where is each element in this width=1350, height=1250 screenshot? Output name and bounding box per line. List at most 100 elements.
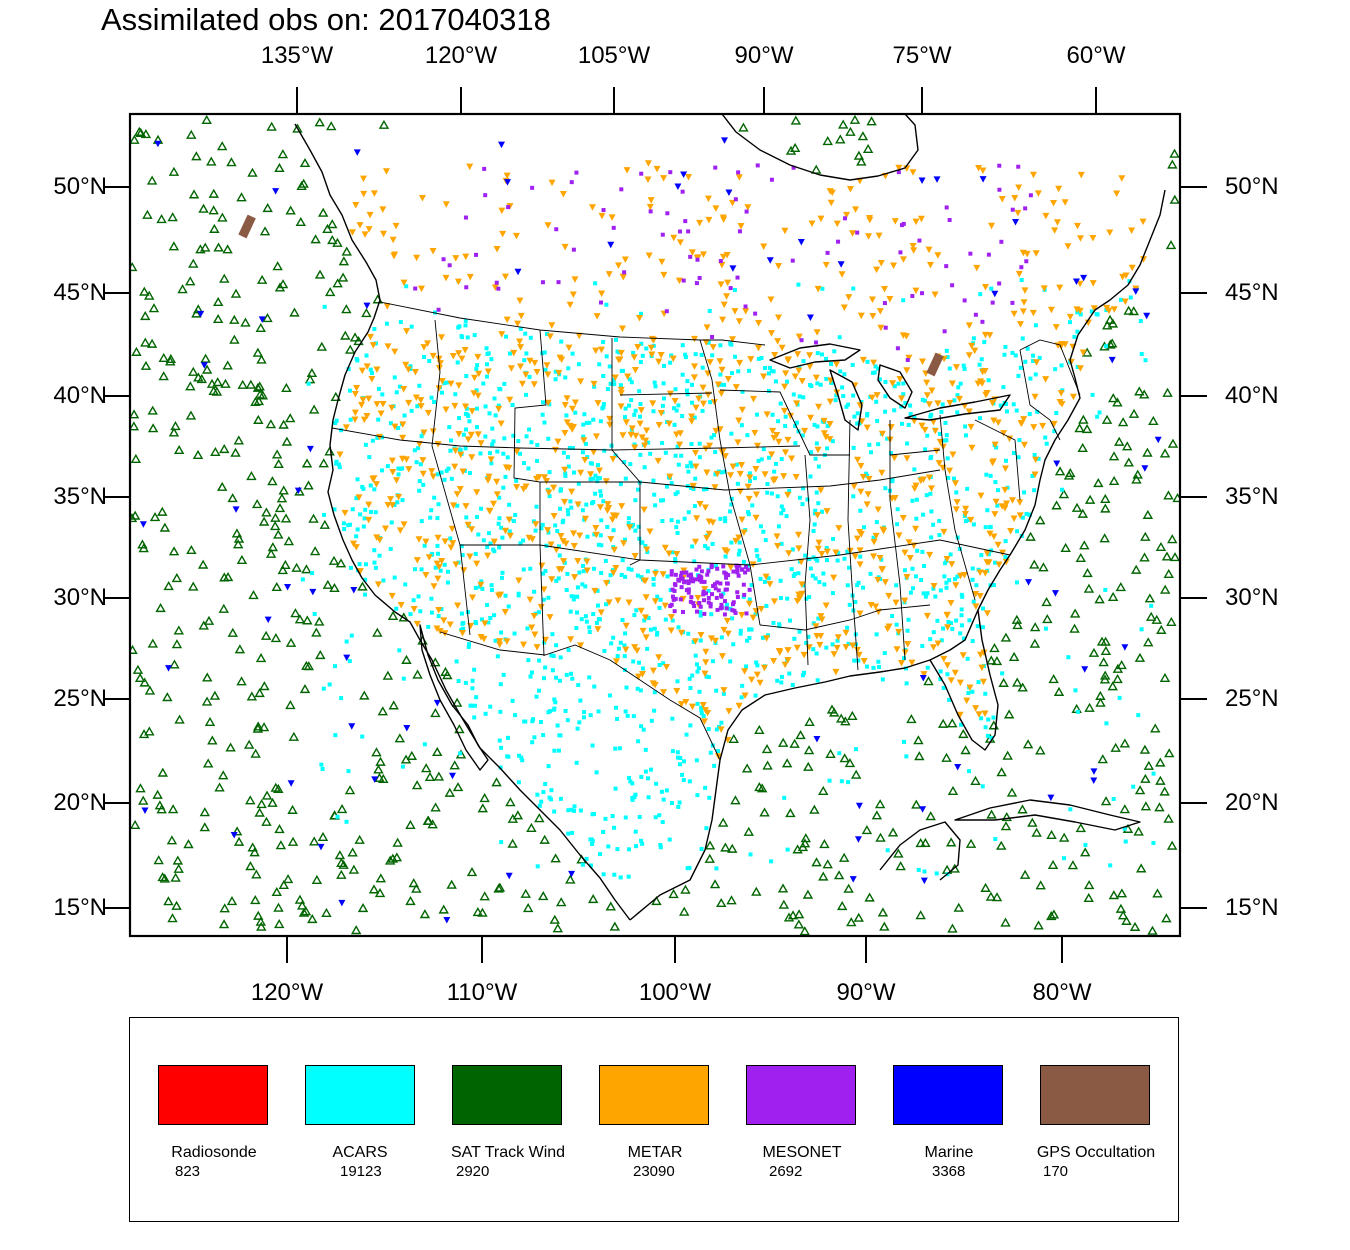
sat-wind-marker (259, 226, 271, 236)
metar-marker (342, 424, 350, 431)
acars-marker (933, 594, 938, 599)
metar-marker (798, 581, 806, 588)
acars-marker (1033, 323, 1038, 328)
metar-marker (503, 172, 511, 180)
acars-marker (341, 521, 346, 526)
acars-marker (474, 695, 479, 700)
metar-marker (1029, 309, 1037, 317)
acars-marker (861, 585, 866, 590)
metar-marker (769, 427, 777, 435)
metar-marker (747, 356, 755, 363)
sat-wind-marker (512, 810, 524, 820)
metar-marker (851, 553, 859, 560)
acars-marker (475, 363, 480, 368)
acars-marker (414, 460, 419, 465)
sat-wind-marker (539, 834, 550, 844)
sat-wind-marker (274, 162, 285, 173)
metar-marker (1057, 390, 1065, 397)
acars-marker (749, 583, 754, 588)
acars-marker (672, 422, 677, 427)
marine-marker (933, 176, 941, 183)
acars-marker (1103, 587, 1108, 592)
acars-marker (871, 535, 876, 540)
acars-marker (841, 394, 846, 399)
acars-marker (503, 593, 508, 598)
acars-marker (587, 675, 592, 680)
mesonet-marker (718, 581, 723, 586)
sat-wind-marker (163, 896, 174, 906)
metar-marker (736, 359, 744, 367)
acars-marker (510, 402, 515, 407)
gps-occultation-marker (238, 214, 256, 239)
mesonet-marker (715, 607, 720, 612)
metar-marker (640, 506, 648, 514)
metar-marker (889, 380, 897, 387)
acars-marker (551, 707, 556, 712)
metar-marker (795, 531, 803, 539)
metar-marker (754, 442, 762, 450)
metar-marker (473, 489, 481, 496)
sat-wind-marker (985, 891, 997, 901)
marine-marker (920, 877, 928, 885)
metar-marker (365, 516, 373, 524)
metar-marker (897, 659, 905, 667)
acars-marker (1066, 655, 1071, 660)
sat-wind-marker (1058, 489, 1070, 499)
acars-marker (805, 497, 810, 502)
sat-wind-marker (818, 871, 829, 881)
acars-marker (629, 380, 634, 385)
acars-marker (590, 812, 595, 817)
sat-wind-marker (371, 747, 382, 757)
mesonet-marker (702, 598, 707, 603)
sat-wind-marker (1046, 829, 1057, 839)
metar-marker (1021, 287, 1029, 294)
acars-marker (910, 586, 915, 591)
metar-marker (745, 495, 753, 503)
sat-wind-marker (226, 157, 237, 167)
acars-marker (729, 496, 734, 501)
acars-marker (472, 333, 477, 338)
sat-wind-marker (327, 234, 338, 245)
sat-wind-marker (866, 116, 877, 126)
sat-wind-marker (273, 783, 284, 794)
acars-marker (473, 551, 478, 556)
acars-marker (1089, 309, 1094, 314)
acars-marker (602, 649, 607, 654)
acars-marker (938, 669, 943, 674)
metar-marker (372, 481, 380, 488)
acars-marker (796, 282, 801, 287)
acars-marker (347, 522, 352, 527)
acars-marker (981, 606, 986, 611)
acars-marker (779, 541, 784, 546)
mesonet-marker (686, 590, 691, 595)
acars-marker (433, 565, 438, 570)
sat-wind-marker (261, 790, 273, 800)
acars-marker (348, 417, 353, 422)
metar-marker (744, 204, 752, 211)
sat-wind-marker (196, 373, 208, 384)
acars-marker (1024, 511, 1029, 516)
acars-marker (940, 402, 945, 407)
sat-wind-marker (1100, 503, 1111, 513)
sat-wind-marker (317, 207, 329, 217)
sat-wind-marker (281, 382, 292, 392)
sat-wind-marker (314, 117, 325, 127)
acars-marker (602, 448, 607, 453)
acars-marker (906, 422, 911, 427)
sat-wind-marker (1035, 515, 1046, 525)
acars-marker (759, 356, 764, 361)
sat-wind-marker (165, 353, 177, 363)
metar-marker (817, 487, 825, 494)
sat-wind-marker (822, 136, 833, 146)
acars-marker (686, 631, 691, 636)
acars-marker (793, 441, 798, 446)
marine-marker (766, 257, 774, 264)
metar-marker (1020, 441, 1028, 449)
metar-marker (1047, 306, 1055, 314)
sat-wind-marker (299, 683, 311, 694)
acars-marker (995, 503, 1000, 508)
sat-wind-marker (433, 771, 445, 781)
sat-wind-marker (850, 769, 862, 779)
acars-marker (546, 764, 551, 769)
acars-marker (855, 421, 860, 426)
